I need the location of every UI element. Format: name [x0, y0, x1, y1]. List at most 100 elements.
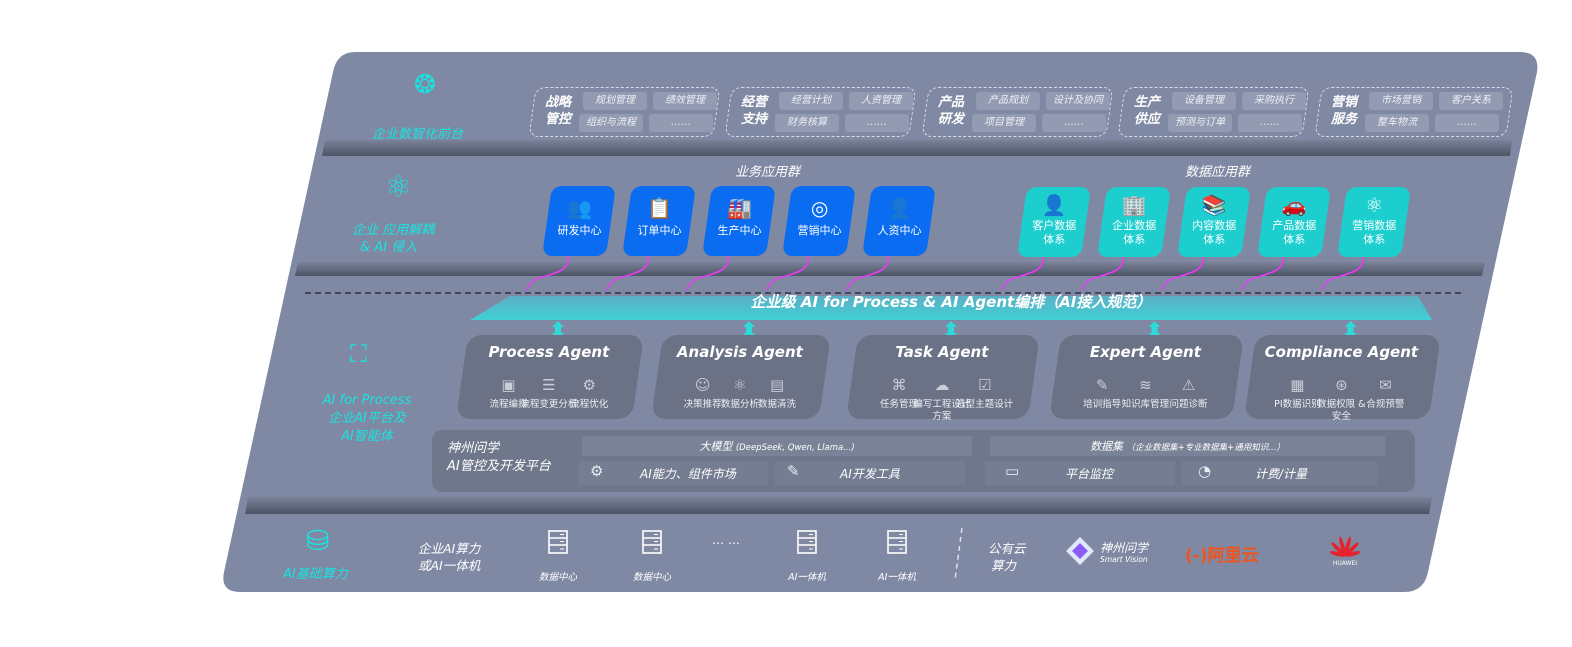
brain-icon: ❂: [414, 70, 436, 100]
connector-arrow: [846, 251, 889, 291]
front-group: 营销 服务 市场营销 客户关系 整车物流……: [1314, 87, 1514, 137]
server-icon: [862, 530, 932, 561]
front-chip[interactable]: 财务核算: [775, 114, 839, 132]
clean-icon: ▤: [769, 376, 785, 394]
front-chip[interactable]: ……: [1238, 114, 1302, 132]
connector-arrow: [526, 251, 569, 291]
front-chip[interactable]: ……: [1042, 114, 1106, 132]
ai-layer-label: AI for Process 企业AI平台及 AI智能体: [322, 393, 412, 444]
platform-tool[interactable]: 计费/计量: [1255, 467, 1308, 481]
data-apps-title: 数据应用群: [1185, 165, 1251, 180]
server-item[interactable]: AI一体机: [772, 530, 842, 583]
checklist-icon: ☑: [977, 376, 992, 394]
platform-tool[interactable]: AI能力、组件市场: [640, 467, 736, 481]
agent-feature[interactable]: ☑ 造型主题设计: [956, 376, 1014, 410]
data-app-tile[interactable]: 🏢 企业数据 体系: [1097, 187, 1171, 257]
double-arrow-icon: [552, 321, 564, 339]
platform-name: 神州问学 AI管控及开发平台: [447, 441, 551, 474]
agent-title: Process Agent: [488, 343, 610, 361]
connector-arrow: [1001, 251, 1044, 291]
front-chip[interactable]: 规划管理: [583, 92, 647, 110]
orchestration-label: 企业级 AI for Process & AI Agent编排（AI接入规范）: [750, 293, 1152, 311]
dev-tool-icon: ✎: [787, 462, 800, 480]
connector-arrow: [606, 251, 649, 291]
data-app-tile[interactable]: 👤 客户数据 体系: [1017, 187, 1091, 257]
business-app-tile[interactable]: 🏭 生产中心: [702, 186, 776, 256]
car-icon: 🚗: [1281, 193, 1307, 217]
front-chip[interactable]: 预测与订单: [1168, 114, 1232, 132]
double-arrow-icon: [1148, 321, 1161, 339]
dataset-bar: [990, 436, 1385, 456]
data-app-tile[interactable]: 🚗 产品数据 体系: [1257, 187, 1331, 257]
front-chip[interactable]: ……: [845, 114, 909, 132]
agent-title: Compliance Agent: [1264, 343, 1419, 361]
agent-card[interactable]: Analysis Agent ☺ 决策推荐 ⚛ 数据分析 ▤ 数据清洗: [651, 335, 831, 419]
data-app-tile[interactable]: 📚 内容数据 体系: [1177, 187, 1251, 257]
front-chip[interactable]: ……: [1435, 114, 1499, 132]
customer-icon: 👤: [1041, 193, 1067, 217]
front-chip[interactable]: 客户关系: [1439, 92, 1503, 110]
diagnose-icon: ⚠: [1181, 376, 1196, 394]
face-scan-icon: ⛶: [350, 340, 367, 368]
server-icon: [523, 530, 593, 561]
agent-card[interactable]: Process Agent ▣ 流程编排 ☰ 流程变更分析 ⚙ 流程优化: [456, 335, 644, 419]
front-chip[interactable]: 市场营销: [1369, 92, 1433, 110]
server-item[interactable]: AI一体机: [862, 530, 932, 583]
front-chip[interactable]: 人资管理: [849, 92, 913, 110]
database-icon: ⛁: [306, 524, 330, 557]
data-app-tile[interactable]: ⚛ 营销数据 体系: [1337, 187, 1411, 257]
connector-arrow: [1161, 251, 1204, 291]
agent-feature[interactable]: ⚙ 流程优化: [559, 375, 619, 411]
agent-card[interactable]: Expert Agent ✎ 培训指导 ≋ 知识库管理 ⚠ 问题诊断: [1049, 335, 1244, 419]
aliyun-logo: (-)阿里云: [1185, 546, 1259, 566]
llm-bar: [582, 436, 972, 456]
server-item[interactable]: 数据中心: [523, 530, 593, 583]
agent-feature[interactable]: ⚠ 问题诊断: [1159, 375, 1219, 411]
factory-icon: 🏭: [727, 196, 753, 220]
business-app-tile[interactable]: ◎ 营销中心: [782, 186, 856, 256]
business-app-tile[interactable]: 👥 研发中心: [542, 186, 616, 256]
platform-tool[interactable]: AI开发工具: [840, 467, 900, 481]
front-chip[interactable]: 设计及协同: [1046, 92, 1110, 110]
front-chip[interactable]: 整车物流: [1365, 114, 1429, 132]
clipboard-icon: 📋: [647, 196, 673, 220]
agent-feature[interactable]: ✉ 合规预警: [1355, 375, 1415, 411]
cloud-label: 公有云 算力: [988, 541, 1026, 573]
business-app-tile[interactable]: 👤 人资中心: [862, 186, 936, 256]
front-chip[interactable]: 绩效管理: [653, 92, 717, 110]
market-icon: ⚙: [590, 462, 604, 480]
business-app-tile[interactable]: 📋 订单中心: [622, 186, 696, 256]
business-apps-title: 业务应用群: [735, 165, 801, 180]
front-chip[interactable]: 设备管理: [1172, 92, 1236, 110]
optimize-icon: ⚙: [582, 376, 596, 394]
target-icon: ◎: [810, 196, 829, 220]
front-chip[interactable]: 组织与流程: [579, 114, 643, 132]
front-chip[interactable]: 采购执行: [1242, 92, 1306, 110]
front-group: 战略 管控 规划管理 绩效管理 组织与流程……: [528, 87, 721, 137]
connector-arrow: [686, 251, 729, 291]
server-item[interactable]: 数据中心: [617, 530, 687, 583]
infra-layer-label: AI基础算力: [283, 567, 348, 582]
front-chip[interactable]: 项目管理: [972, 114, 1036, 132]
agent-title: Task Agent: [895, 343, 989, 361]
agent-card[interactable]: Task Agent ⌘ 任务管理 ☁ 编写工程设计方案 ☑ 造型主题设计: [846, 335, 1040, 422]
connector-arrow: [766, 251, 809, 291]
connector-arrow: [1321, 251, 1364, 291]
front-group: 经营 支持 经营计划 人资管理 财务核算……: [724, 87, 917, 137]
front-chip[interactable]: 产品规划: [976, 92, 1040, 110]
agent-card[interactable]: Compliance Agent ▦ PI数据识别 ⊛ 数据权限 & 安全 ✉ …: [1244, 335, 1441, 422]
apps-layer-label: 企业 应用解耦 & AI 侵入: [352, 223, 435, 255]
agent-title: Analysis Agent: [676, 343, 803, 361]
orchestration-band: [470, 296, 1432, 320]
connector-arrow: [1241, 251, 1284, 291]
platform-tool[interactable]: 平台监控: [1065, 467, 1114, 481]
smart-vision-sub: Smart Vision: [1100, 555, 1148, 564]
front-chip[interactable]: 经营计划: [779, 92, 843, 110]
front-group: 产品 研发 产品规划 设计及协同 项目管理……: [921, 87, 1114, 137]
connector-arrow: [1081, 251, 1124, 291]
double-arrow-icon: [1344, 321, 1357, 339]
agent-feature[interactable]: ▤ 数据清洗: [747, 375, 807, 411]
monitor-icon: ▭: [1005, 462, 1020, 480]
building-icon: 🏢: [1121, 193, 1147, 217]
front-chip[interactable]: ……: [649, 114, 713, 132]
